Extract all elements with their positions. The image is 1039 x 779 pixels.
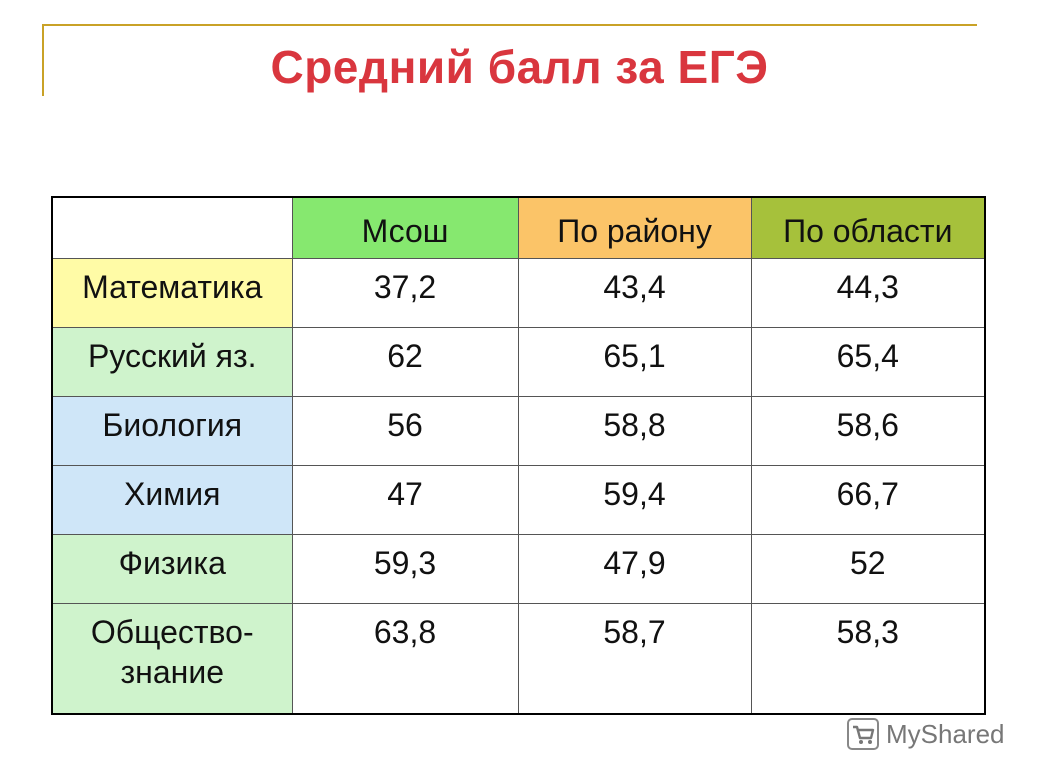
value-cell: 65,4	[750, 327, 986, 397]
header-msosh: Мсош	[291, 196, 519, 259]
value-cell: 58,3	[750, 603, 986, 714]
value-cell: 37,2	[291, 258, 519, 328]
value-cell: 59,3	[291, 534, 519, 604]
subject-cell: Физика	[51, 534, 293, 604]
table-row: Биология 56 58,8 58,6	[51, 396, 986, 466]
value-cell: 59,4	[517, 465, 752, 535]
value-cell: 58,6	[750, 396, 986, 466]
header-district: По району	[517, 196, 752, 259]
subject-cell: Русский яз.	[51, 327, 293, 397]
subject-cell: Химия	[51, 465, 293, 535]
value-cell: 66,7	[750, 465, 986, 535]
subject-cell: Общество- знание	[51, 603, 293, 714]
value-cell: 47,9	[517, 534, 752, 604]
watermark-text: MyShared	[886, 718, 1005, 749]
table-row: Физика 59,3 47,9 52	[51, 534, 986, 604]
value-cell: 63,8	[291, 603, 519, 714]
value-cell: 62	[291, 327, 519, 397]
value-cell: 52	[750, 534, 986, 604]
table-row: Математика 37,2 43,4 44,3	[51, 258, 986, 328]
subject-line-2: знание	[120, 654, 224, 690]
subject-line-1: Общество-	[90, 614, 254, 650]
value-cell: 65,1	[517, 327, 752, 397]
subject-cell: Математика	[51, 258, 293, 328]
table-header-row: Мсош По району По области	[51, 196, 986, 259]
scores-table: Мсош По району По области Математика 37,…	[51, 196, 986, 715]
shopping-cart-icon	[846, 717, 880, 751]
decorative-left-line	[42, 24, 44, 96]
table-row: Химия 47 59,4 66,7	[51, 465, 986, 535]
slide-title: Средний балл за ЕГЭ	[270, 41, 769, 93]
value-cell: 58,8	[517, 396, 752, 466]
header-region: По области	[750, 196, 986, 259]
value-cell: 43,4	[517, 258, 752, 328]
table-row: Общество- знание 63,8 58,7 58,3	[51, 603, 986, 714]
decorative-top-line	[42, 24, 977, 26]
watermark: MyShared	[846, 716, 1016, 752]
value-cell: 56	[291, 396, 519, 466]
value-cell: 47	[291, 465, 519, 535]
value-cell: 44,3	[750, 258, 986, 328]
header-empty-cell	[51, 196, 293, 259]
subject-cell: Биология	[51, 396, 293, 466]
value-cell: 58,7	[517, 603, 752, 714]
table-row: Русский яз. 62 65,1 65,4	[51, 327, 986, 397]
